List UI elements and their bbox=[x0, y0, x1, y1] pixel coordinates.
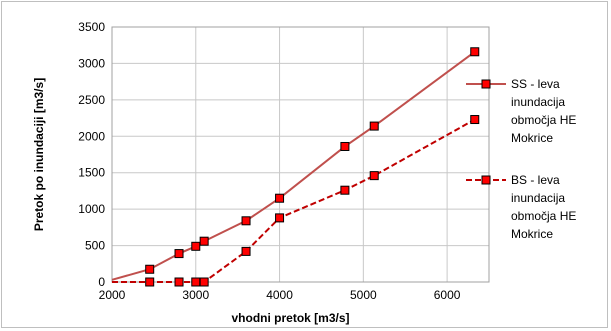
plot-border bbox=[111, 26, 490, 283]
legend-line-text: inundacija bbox=[511, 191, 565, 205]
legend-line-text: BS - leva bbox=[511, 173, 560, 187]
legend-line-text: območja HE bbox=[511, 209, 576, 223]
legend-line-text: Mokrice bbox=[511, 131, 553, 145]
data-point bbox=[145, 264, 155, 274]
series-line-1 bbox=[111, 50, 476, 281]
legend-line-text: Mokrice bbox=[511, 227, 553, 241]
data-point bbox=[275, 213, 285, 223]
x-tick-label: 5000 bbox=[350, 288, 377, 302]
data-point bbox=[199, 277, 209, 287]
legend-line-text: SS - leva bbox=[511, 77, 560, 91]
data-point bbox=[191, 241, 201, 251]
data-point bbox=[340, 185, 350, 195]
data-point bbox=[369, 171, 379, 181]
legend-marker-2 bbox=[481, 175, 491, 185]
data-point bbox=[369, 121, 379, 131]
y-tick-labels: 0 500 1000 1500 2000 2500 3000 3500 bbox=[78, 20, 105, 289]
data-point bbox=[340, 141, 350, 151]
legend-marker-1 bbox=[481, 79, 491, 89]
y-tick-label: 2000 bbox=[78, 129, 105, 143]
data-point bbox=[174, 277, 184, 287]
x-tick-label: 2000 bbox=[99, 288, 126, 302]
x-axis-title: vhodni pretok [m3/s] bbox=[231, 311, 349, 325]
data-point bbox=[275, 193, 285, 203]
data-point bbox=[241, 246, 251, 256]
y-tick-label: 2500 bbox=[78, 93, 105, 107]
y-tick-label: 0 bbox=[98, 275, 105, 289]
legend-line-text: inundacija bbox=[511, 95, 565, 109]
gridlines bbox=[111, 26, 489, 283]
x-tick-labels: 2000 3000 4000 5000 6000 bbox=[99, 288, 461, 302]
legend-entry-1: SS - leva inundacija območja HE Mokrice bbox=[511, 77, 576, 145]
series-line-2 bbox=[112, 118, 476, 283]
legend-entry-2: BS - leva inundacija območja HE Mokrice bbox=[511, 173, 576, 241]
y-tick-label: 500 bbox=[85, 239, 105, 253]
data-point bbox=[191, 277, 201, 287]
data-point bbox=[470, 115, 480, 125]
plot-area bbox=[111, 26, 490, 283]
data-point bbox=[145, 277, 155, 287]
x-tick-label: 3000 bbox=[182, 288, 209, 302]
y-tick-label: 1500 bbox=[78, 166, 105, 180]
data-point bbox=[199, 236, 209, 246]
series-layer bbox=[111, 47, 480, 287]
legend-line-text: območja HE bbox=[511, 113, 576, 127]
y-axis-title: Pretok po inundaciji [m3/s] bbox=[32, 78, 46, 231]
data-point bbox=[174, 249, 184, 259]
y-tick-label: 1000 bbox=[78, 202, 105, 216]
x-tick-label: 4000 bbox=[266, 288, 293, 302]
data-point bbox=[241, 216, 251, 226]
y-tick-label: 3500 bbox=[78, 20, 105, 34]
y-tick-label: 3000 bbox=[78, 56, 105, 70]
data-point bbox=[470, 47, 480, 57]
x-tick-label: 6000 bbox=[434, 288, 461, 302]
